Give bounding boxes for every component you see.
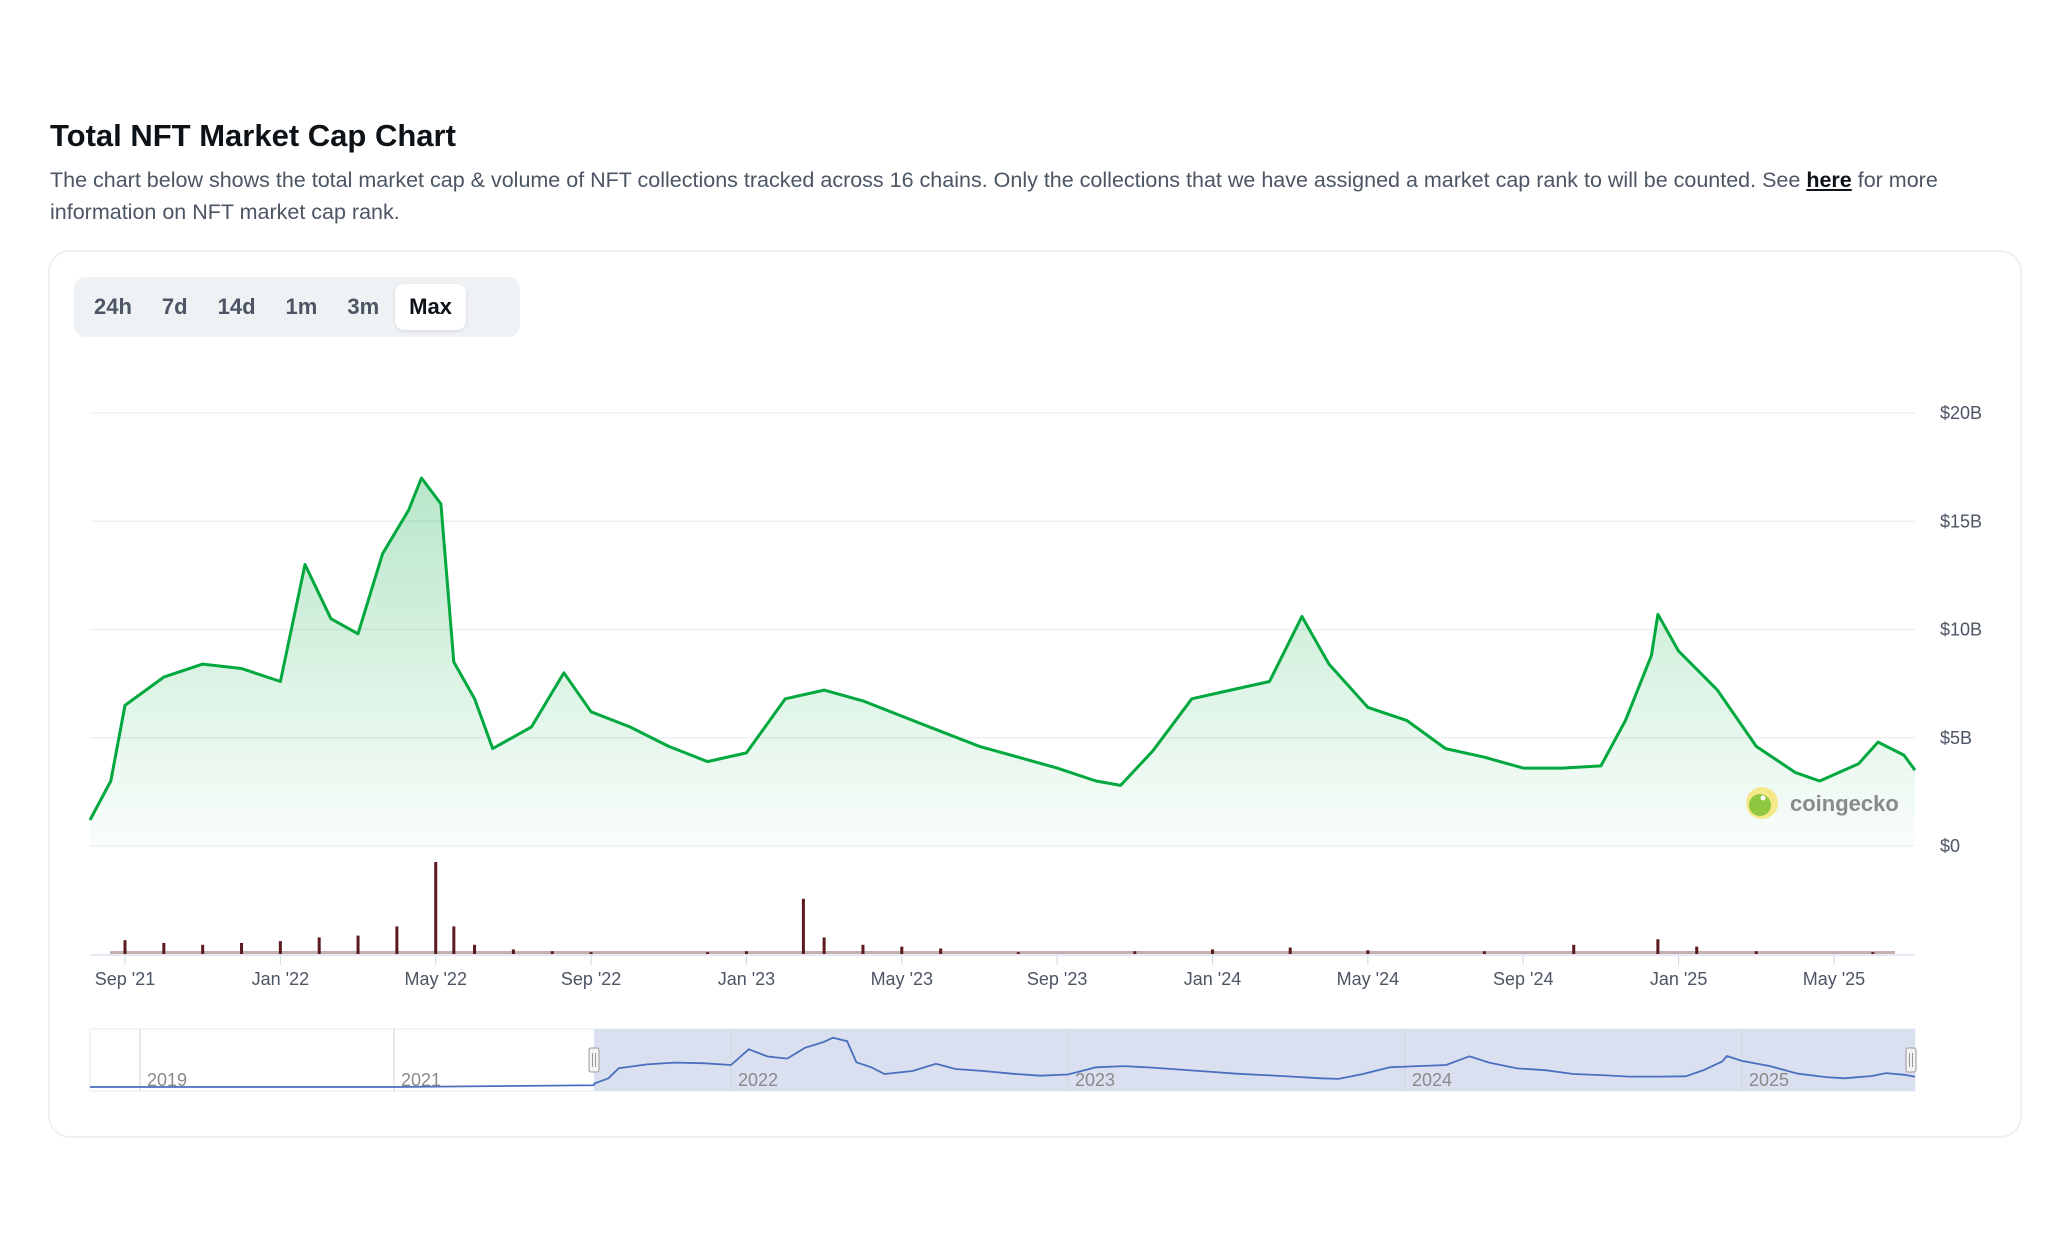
market-cap-line xyxy=(88,476,1917,821)
volume-bar xyxy=(123,940,127,954)
volume-bar xyxy=(744,951,748,954)
volume-bar xyxy=(900,946,904,954)
navigator-label: 2025 xyxy=(1749,1070,1789,1090)
volume-bar xyxy=(1016,952,1020,954)
time-range-tabs: 24h 7d 14d 1m 3m Max xyxy=(74,277,520,337)
navigator[interactable]: 2019 2021 2022 2023 2024 2025 xyxy=(89,1028,1917,1092)
volume-bar xyxy=(1288,947,1292,954)
market-cap-area xyxy=(90,478,1915,846)
coingecko-watermark: coingecko xyxy=(1746,787,1899,819)
navigator-selection[interactable] xyxy=(594,1029,1915,1091)
y-tick-label: $10B xyxy=(1940,620,1982,640)
watermark-text: coingecko xyxy=(1790,791,1899,816)
volume-bar xyxy=(201,944,205,954)
x-tick-label: Sep '21 xyxy=(95,969,156,989)
volume-bar xyxy=(589,952,593,954)
tab-1m[interactable]: 1m xyxy=(285,294,318,319)
navigator-label: 2021 xyxy=(401,1070,441,1090)
volume-bar xyxy=(473,944,477,954)
tab-24h[interactable]: 24h xyxy=(94,294,132,319)
y-tick-label: $20B xyxy=(1940,403,1982,423)
volume-bar xyxy=(550,951,554,954)
volume-bar xyxy=(1572,944,1576,954)
navigator-label: 2019 xyxy=(147,1070,187,1090)
volume-bar xyxy=(240,942,244,954)
volume-bar xyxy=(162,942,166,954)
volume-bar xyxy=(1695,946,1699,954)
volume-bar xyxy=(801,898,805,954)
volume-bar xyxy=(434,862,438,954)
volume-bar xyxy=(1656,939,1660,954)
tab-7d[interactable]: 7d xyxy=(161,294,188,319)
volume-bar xyxy=(706,952,710,954)
navigator-label: 2022 xyxy=(738,1070,778,1090)
x-tick-label: Jan '23 xyxy=(718,969,775,989)
volume-bar xyxy=(452,926,456,954)
y-tick-label: $5B xyxy=(1940,728,1972,748)
tab-max[interactable]: Max xyxy=(395,284,466,330)
chart-description: The chart below shows the total market c… xyxy=(50,168,1938,224)
volume-baseline xyxy=(110,951,1895,954)
y-tick-label: $15B xyxy=(1940,511,1982,531)
volume-bar xyxy=(1871,952,1875,954)
volume-bar xyxy=(861,944,865,954)
x-tick-label: Sep '23 xyxy=(1027,969,1088,989)
x-tick-label: Jan '25 xyxy=(1650,969,1707,989)
x-tick-label: Jan '22 xyxy=(252,969,309,989)
tab-3m[interactable]: 3m xyxy=(347,294,380,319)
tab-14d[interactable]: 14d xyxy=(217,294,256,319)
volume-bar xyxy=(278,941,282,954)
volume-bar xyxy=(939,948,943,954)
navigator-label: 2023 xyxy=(1075,1070,1115,1090)
volume-bar xyxy=(822,937,826,954)
volume-bar xyxy=(511,949,515,954)
volume-bar xyxy=(1482,951,1486,954)
volume-bar xyxy=(356,935,360,954)
here-link[interactable]: here xyxy=(1806,168,1852,192)
navigator-right-handle[interactable] xyxy=(1905,1047,1917,1073)
navigator-line xyxy=(90,1036,1916,1088)
volume-bar xyxy=(395,926,399,954)
x-tick-label: Sep '22 xyxy=(561,969,622,989)
navigator-label: 2024 xyxy=(1412,1070,1452,1090)
volume-bar xyxy=(1133,951,1137,954)
page-title: Total NFT Market Cap Chart xyxy=(50,118,456,153)
navigator-left-handle[interactable] xyxy=(588,1047,600,1073)
x-tick-label: May '25 xyxy=(1803,969,1865,989)
volume-bar xyxy=(1211,949,1215,954)
x-tick-label: May '22 xyxy=(404,969,466,989)
volume-bar xyxy=(1366,950,1370,954)
x-tick-label: Sep '24 xyxy=(1493,969,1554,989)
volume-bar xyxy=(317,937,321,954)
volume-bar xyxy=(1754,951,1758,954)
chart-card xyxy=(48,250,2022,1138)
x-tick-label: May '24 xyxy=(1337,969,1399,989)
x-tick-label: May '23 xyxy=(871,969,933,989)
y-tick-label: $0 xyxy=(1940,836,1960,856)
x-tick-label: Jan '24 xyxy=(1184,969,1241,989)
